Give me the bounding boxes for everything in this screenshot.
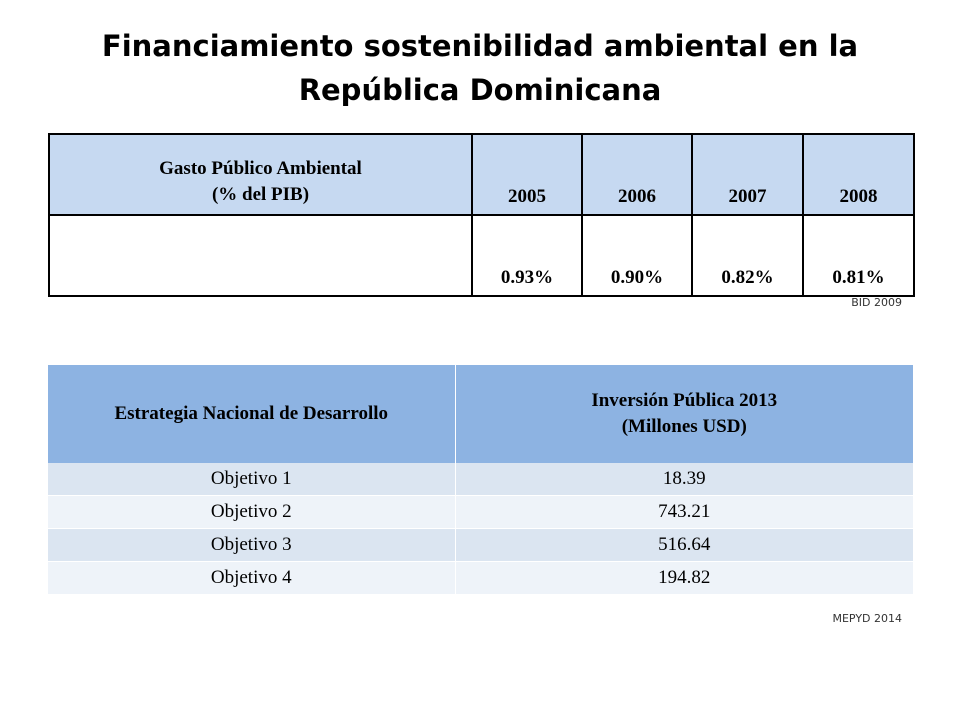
spending-header-line-1: Gasto Público Ambiental: [159, 158, 362, 179]
source-note-bid: BID 2009: [851, 296, 902, 309]
table-row: Objetivo 4 194.82: [48, 561, 913, 595]
strategy-header: Estrategia Nacional de Desarrollo: [48, 365, 456, 463]
slide-title-line-2: República Dominicana: [298, 73, 662, 107]
year-header-2006: 2006: [581, 133, 693, 216]
year-header-2007: 2007: [691, 133, 804, 216]
investment-cell: 18.39: [455, 463, 913, 496]
slide-title: Financiamiento sostenibilidad ambiental …: [0, 24, 960, 112]
objective-cell: Objetivo 4: [48, 561, 456, 595]
investment-header-line-1: Inversión Pública 2013: [591, 390, 778, 411]
table-row: Objetivo 1 18.39: [48, 463, 913, 496]
objective-cell: Objetivo 2: [48, 495, 456, 529]
spending-header-line-2: (% del PIB): [211, 184, 310, 205]
table-row: Objetivo 2 743.21: [48, 495, 913, 529]
slide-title-line-1: Financiamiento sostenibilidad ambiental …: [101, 29, 859, 63]
year-header-2008: 2008: [802, 133, 915, 216]
table-row: Objetivo 3 516.64: [48, 528, 913, 562]
table-header-row: Estrategia Nacional de Desarrollo Invers…: [48, 365, 913, 463]
investment-header: Inversión Pública 2013 (Millones USD): [455, 365, 913, 463]
public-investment-table: Estrategia Nacional de Desarrollo Invers…: [48, 365, 913, 595]
objective-cell: Objetivo 1: [48, 463, 456, 496]
spending-header-label: Gasto Público Ambiental (% del PIB): [48, 133, 473, 216]
environmental-spending-table: Gasto Público Ambiental (% del PIB) 2005…: [48, 133, 915, 297]
source-note-mepyd: MEPYD 2014: [832, 612, 902, 625]
value-cell-2007: 0.82%: [691, 214, 804, 297]
investment-cell: 516.64: [455, 528, 913, 562]
table-header-row: Gasto Público Ambiental (% del PIB) 2005…: [48, 133, 915, 216]
value-cell-2008: 0.81%: [802, 214, 915, 297]
investment-cell: 743.21: [455, 495, 913, 529]
table-row: 0.93% 0.90% 0.82% 0.81%: [48, 214, 915, 297]
objective-cell: Objetivo 3: [48, 528, 456, 562]
investment-cell: 194.82: [455, 561, 913, 595]
investment-header-line-2: (Millones USD): [621, 416, 747, 437]
empty-label-cell: [48, 214, 473, 297]
value-cell-2005: 0.93%: [471, 214, 583, 297]
year-header-2005: 2005: [471, 133, 583, 216]
value-cell-2006: 0.90%: [581, 214, 693, 297]
